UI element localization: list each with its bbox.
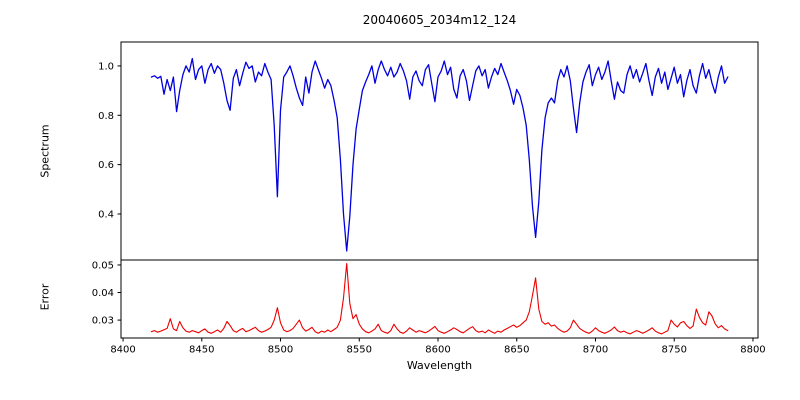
y-tick-label: 0.04 xyxy=(92,288,114,299)
x-axis-label: Wavelength xyxy=(406,359,473,372)
x-tick-label: 8500 xyxy=(268,345,293,356)
chart-title: 20040605_2034m12_124 xyxy=(362,13,517,27)
x-tick-label: 8550 xyxy=(347,345,372,356)
x-tick-label: 8700 xyxy=(583,345,608,356)
x-tick-label: 8750 xyxy=(661,345,686,356)
bottom-panel-frame xyxy=(120,259,759,339)
x-tick-label: 8450 xyxy=(189,345,214,356)
y-tick-label: 0.03 xyxy=(92,316,114,327)
x-tick-label: 8800 xyxy=(740,345,765,356)
y-tick-label: 1.0 xyxy=(98,61,114,72)
x-tick-label: 8400 xyxy=(110,345,135,356)
y-tick-label: 0.05 xyxy=(92,260,114,271)
spectrum-line xyxy=(150,57,729,252)
y-tick-label: 0.6 xyxy=(98,160,114,171)
x-tick-label: 8650 xyxy=(504,345,529,356)
x-tick-label: 8600 xyxy=(425,345,450,356)
error-line xyxy=(150,263,729,335)
y-tick-label: 0.8 xyxy=(98,111,114,122)
y-tick-label: 0.4 xyxy=(98,209,114,220)
